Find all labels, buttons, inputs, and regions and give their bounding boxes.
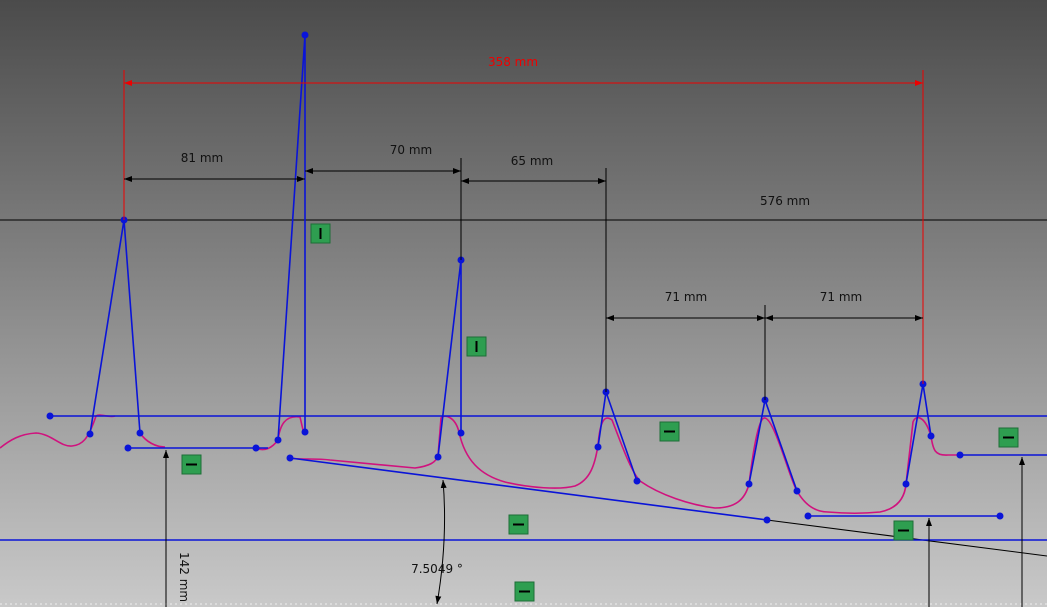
dimension-lines [123,70,1025,607]
dimension-label[interactable]: 576 mm [760,194,810,208]
dimension-label[interactable]: 71 mm [820,290,862,304]
dimension-label[interactable]: 7.5049 ° [411,562,463,576]
dimension-label[interactable]: 81 mm [181,151,223,165]
dimension-label[interactable]: 142 mm [177,552,191,602]
sketch-points [46,31,1004,524]
spline [0,414,960,514]
constraint-icons[interactable] [181,223,1019,602]
dimension-label[interactable]: 71 mm [665,290,707,304]
dimension-label[interactable]: 358 mm [488,55,538,69]
dimension-label[interactable]: 65 mm [511,154,553,168]
dimension-label[interactable]: 70 mm [390,143,432,157]
